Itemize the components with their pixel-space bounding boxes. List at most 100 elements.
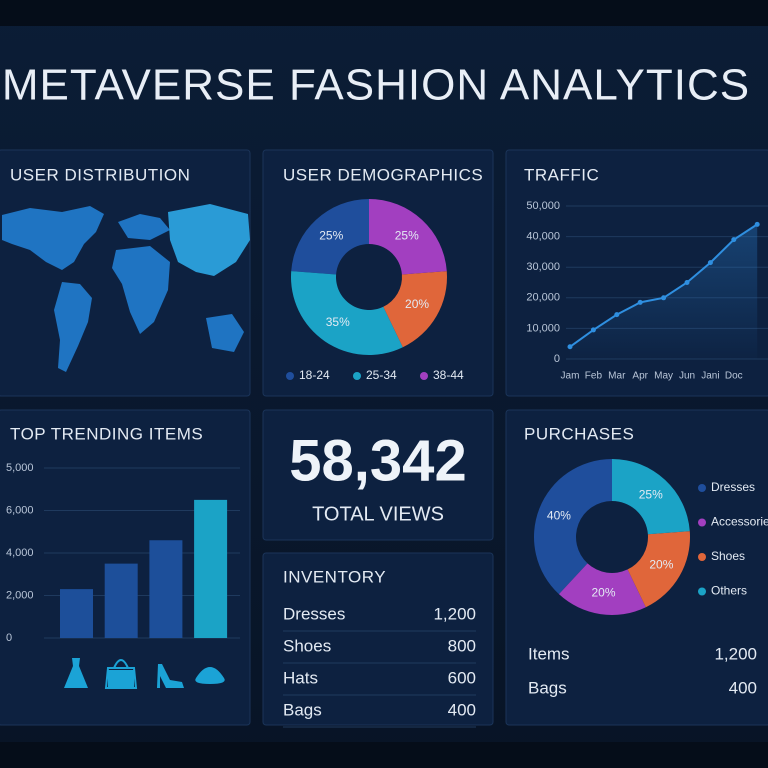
slice-label: 25% <box>639 487 663 501</box>
row-label: Shoes <box>283 636 331 655</box>
x-tick-label: Doc <box>725 371 743 382</box>
item-icons <box>64 658 225 689</box>
legend-label: 25-34 <box>366 368 397 382</box>
world-map <box>2 204 250 372</box>
panel <box>262 409 494 541</box>
x-tick-label: Feb <box>585 371 603 382</box>
slice-label: 25% <box>395 228 419 242</box>
row-value: 400 <box>729 678 757 697</box>
legend-label: Others <box>711 584 747 598</box>
slice-label: 20% <box>649 558 673 572</box>
y-tick-label: 5,000 <box>6 462 34 474</box>
legend-label: 18-24 <box>299 368 330 382</box>
line-point <box>754 221 760 227</box>
y-tick-label: 6,000 <box>6 504 34 516</box>
y-tick-label: 2,000 <box>6 589 34 601</box>
donut-slice <box>291 271 403 355</box>
south-america <box>54 282 92 372</box>
dress-icon <box>64 658 88 688</box>
line-point <box>661 295 667 301</box>
x-tick-label: Apr <box>632 371 648 382</box>
line-point <box>731 237 737 243</box>
x-tick-label: May <box>654 371 673 382</box>
panel-title: PURCHASES <box>524 424 634 443</box>
line-point <box>567 344 573 350</box>
legend-swatch <box>353 372 361 380</box>
legend-swatch <box>698 484 706 492</box>
legend-swatch <box>698 587 706 596</box>
row-value: 800 <box>448 636 476 655</box>
row-value: 1,200 <box>714 644 757 663</box>
line-point <box>684 280 690 285</box>
x-tick-label: Jani <box>701 371 719 382</box>
legend-label: Dresses <box>711 480 755 494</box>
x-tick-label: Jam <box>561 371 580 382</box>
panel <box>262 552 494 726</box>
row-label: Bags <box>528 678 567 697</box>
row-value: 400 <box>448 700 476 719</box>
legend-swatch <box>420 372 428 380</box>
top-bezel <box>0 0 768 26</box>
africa <box>112 246 170 334</box>
bag-body <box>108 670 134 688</box>
legend-label: Shoes <box>711 549 745 563</box>
bar <box>149 540 183 638</box>
donut-slice <box>369 199 447 275</box>
donut-slice <box>534 459 612 595</box>
bar <box>104 563 138 638</box>
line-point <box>707 260 713 266</box>
slice-label: 35% <box>326 315 350 329</box>
hat-icon <box>195 667 225 684</box>
kpi-label: TOTAL VIEWS <box>312 503 444 525</box>
row-label: Hats <box>283 668 318 687</box>
heel-icon <box>157 664 184 688</box>
y-tick-label: 20,000 <box>526 292 560 304</box>
legend-swatch <box>286 372 294 380</box>
line-point <box>614 312 620 318</box>
y-tick-label: 0 <box>554 353 560 365</box>
panel-title: TRAFFIC <box>524 165 599 184</box>
legend-swatch <box>698 553 706 561</box>
bag-icon <box>104 659 138 689</box>
y-tick-label: 50,000 <box>526 200 560 212</box>
panel-title: USER DISTRIBUTION <box>10 165 190 184</box>
y-tick-label: 40,000 <box>526 231 560 243</box>
x-tick-label: Mar <box>608 371 626 382</box>
line-point <box>590 327 596 333</box>
asia <box>168 204 250 276</box>
australia <box>206 314 244 352</box>
x-tick-label: Jun <box>679 371 695 382</box>
legend-label: 38-44 <box>433 368 464 382</box>
bar <box>60 589 93 638</box>
row-value: 600 <box>448 668 476 687</box>
row-value: 1,200 <box>433 604 476 623</box>
y-tick-label: 10,000 <box>526 322 560 334</box>
row-label: Items <box>528 644 570 663</box>
panel-title: USER DEMOGRAPHICS <box>283 165 483 184</box>
bar <box>194 499 228 638</box>
slice-label: 40% <box>547 508 571 522</box>
slice-label: 20% <box>591 586 615 600</box>
page-title: METAVERSE FASHION ANALYTICS <box>2 61 750 110</box>
north-america <box>2 206 104 270</box>
y-tick-label: 4,000 <box>6 547 34 559</box>
legend-swatch <box>698 518 706 527</box>
donut-slice <box>291 199 369 275</box>
donut-slice <box>612 459 690 535</box>
donut-slice <box>558 563 646 615</box>
legend-label: Accessories <box>711 515 768 529</box>
slice-label: 20% <box>405 297 429 311</box>
europe <box>118 214 170 240</box>
line-area <box>570 224 758 359</box>
line-point <box>637 299 643 305</box>
row-label: Bags <box>283 700 322 719</box>
panel-title: INVENTORY <box>283 567 386 586</box>
donut-slice <box>627 531 690 608</box>
slice-label: 25% <box>319 228 343 242</box>
y-tick-label: 30,000 <box>526 261 560 273</box>
bottom-bezel <box>0 742 768 768</box>
donut-slice <box>383 271 447 348</box>
kpi-value: 58,342 <box>289 428 466 493</box>
y-tick-label: 0 <box>6 632 12 644</box>
